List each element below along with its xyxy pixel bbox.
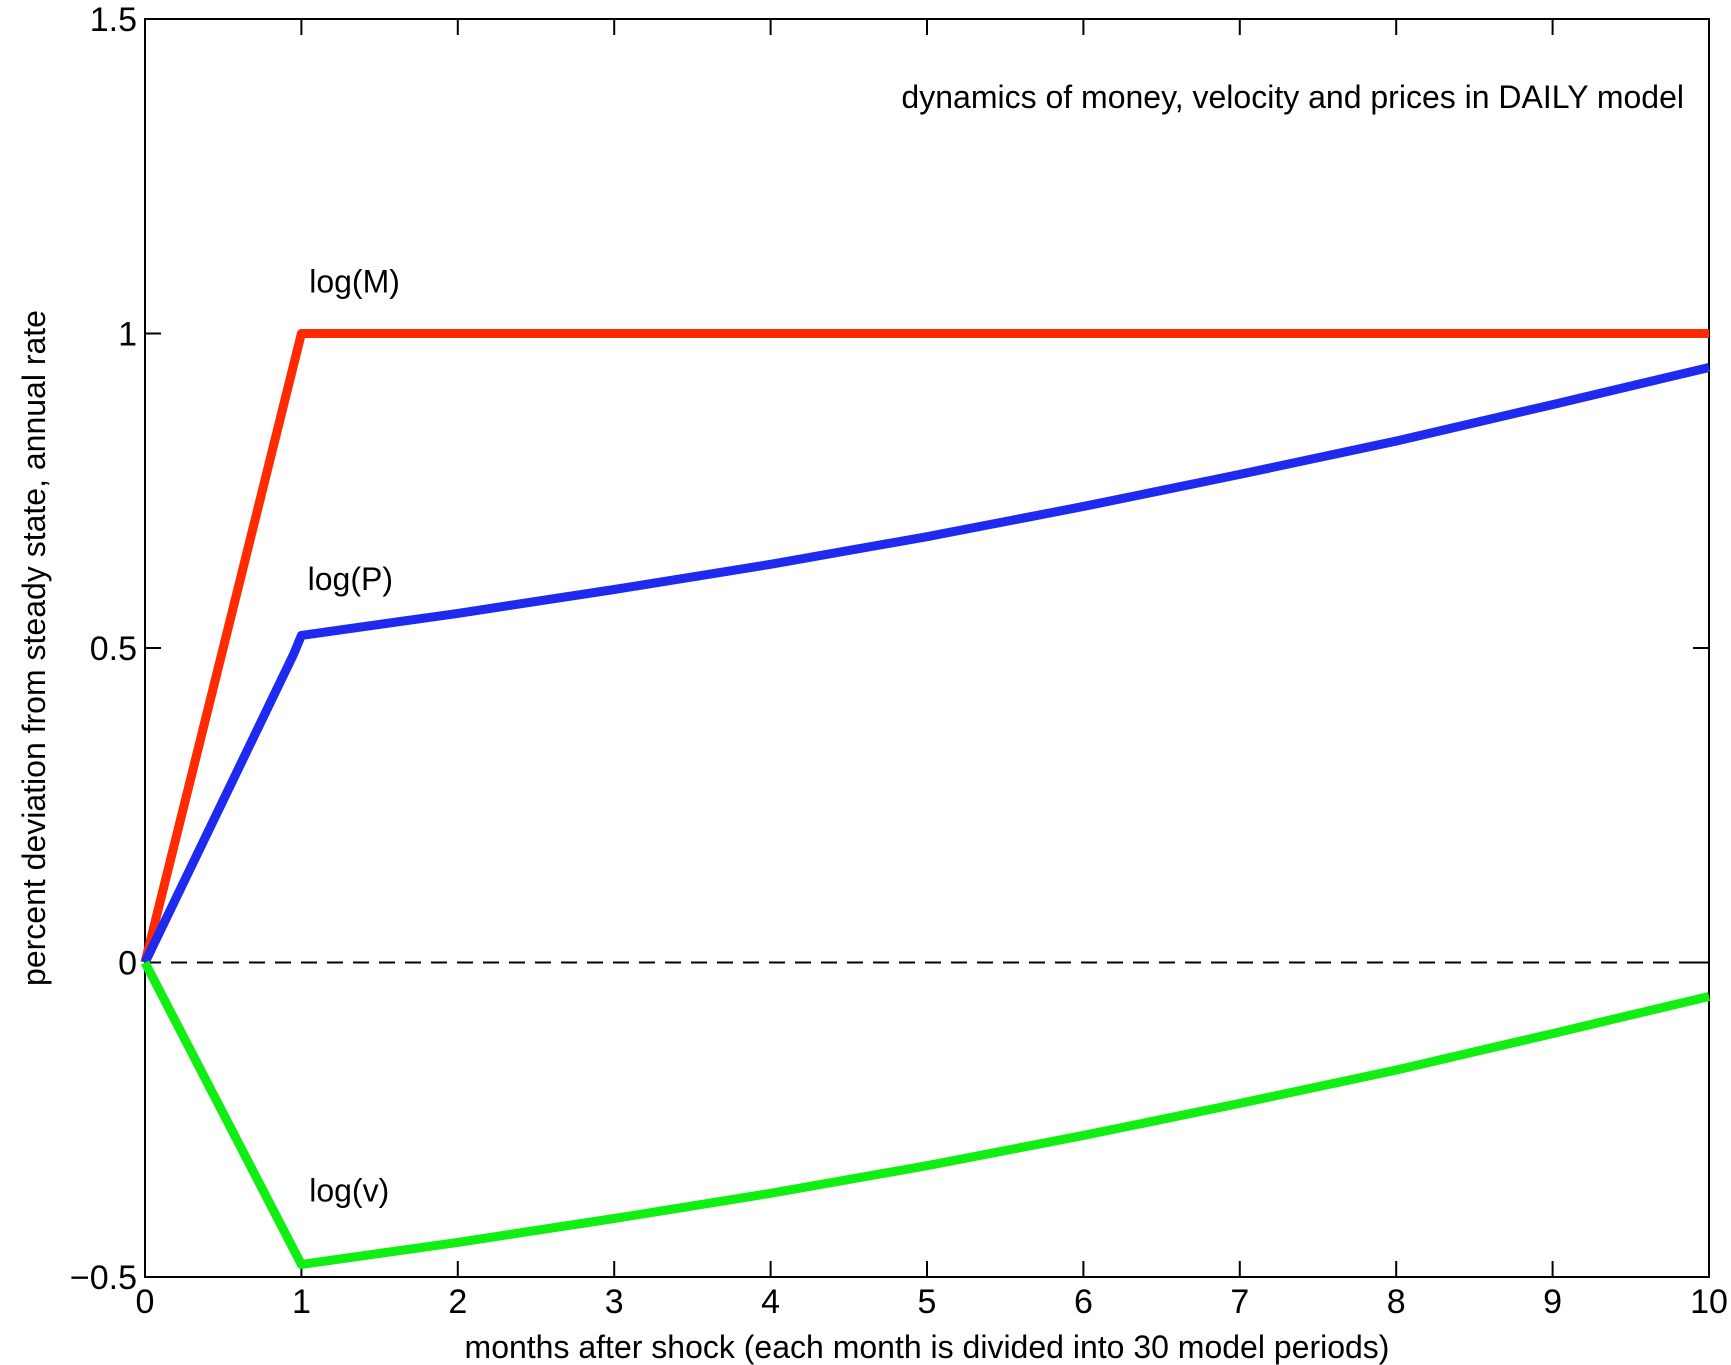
x-tick-label: 8 [1387,1283,1406,1321]
x-tick-label: 1 [292,1283,311,1321]
chart-annotation: dynamics of money, velocity and prices i… [901,79,1684,115]
x-tick-label: 4 [761,1283,780,1321]
series-line-velocity [141,960,1711,1269]
series-label-price: log(P) [308,561,393,597]
x-tick-label: 7 [1230,1283,1249,1321]
series-layer [140,329,1711,1269]
x-tick-label: 9 [1543,1283,1562,1321]
y-axis-label: percent deviation from steady state, ann… [16,310,52,986]
y-tick-label: 1.5 [90,1,137,39]
x-tick-label: 0 [136,1283,155,1321]
x-tick-label: 10 [1690,1283,1728,1321]
series-label-money: log(M) [309,264,400,300]
x-tick-label: 5 [918,1283,937,1321]
series-labels: log(M) log(P) log(v) [308,264,400,1209]
x-axis-label: months after shock (each month is divide… [465,1329,1390,1365]
y-tick-label: 0.5 [90,630,137,668]
axis-ticks: 0 1 2 3 4 5 6 7 8 9 10−0.500.511.5 [70,1,1728,1321]
x-tick-label: 3 [605,1283,624,1321]
y-tick-label: 0 [118,945,137,983]
x-tick-label: 6 [1074,1283,1093,1321]
series-line-money [140,329,1709,964]
series-line-price [140,363,1711,965]
series-label-velocity: log(v) [309,1173,389,1209]
plot-frame [144,18,1710,1278]
x-tick-label: 2 [448,1283,467,1321]
y-tick-label: −0.5 [70,1259,137,1297]
y-tick-label: 1 [118,316,137,354]
